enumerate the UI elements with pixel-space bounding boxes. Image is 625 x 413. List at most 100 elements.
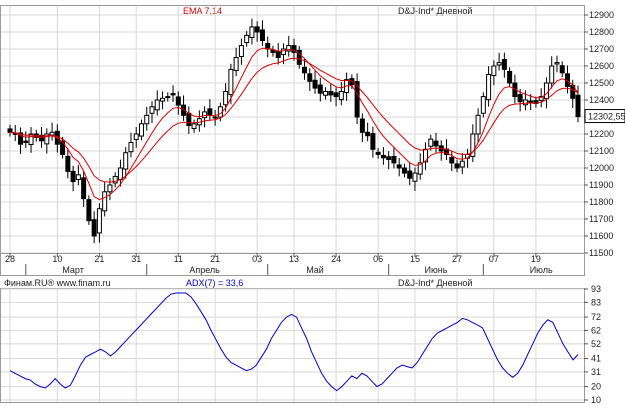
candle-body: [86, 199, 92, 222]
candle-body: [317, 84, 323, 94]
candle-body: [275, 50, 281, 59]
month-label: Апрель: [189, 265, 220, 275]
month-label: Май: [306, 265, 324, 275]
candle-body: [175, 96, 181, 106]
candle-body: [291, 45, 297, 53]
candle-body: [233, 57, 239, 71]
candle-body: [302, 66, 308, 74]
adx-tick-label: 93: [591, 284, 601, 294]
candle-body: [422, 148, 428, 163]
candle-body: [165, 96, 171, 99]
candle-body: [470, 133, 476, 157]
candle-body: [259, 29, 265, 41]
candle-body: [507, 70, 513, 84]
candle-body: [191, 123, 197, 130]
month-label: Март: [62, 265, 84, 275]
candle-body: [554, 62, 560, 65]
date-tick-label: 11: [174, 254, 183, 264]
price-tick-label: 11600: [589, 231, 613, 241]
date-tick-label: 24: [331, 254, 341, 264]
candle-body: [517, 94, 523, 103]
candle-body: [386, 156, 392, 160]
candle-body: [70, 170, 76, 183]
candle-body: [501, 59, 507, 70]
price-tick-label: 12400: [589, 95, 614, 105]
adx-plot-frame: [0, 288, 585, 403]
candle-body: [401, 167, 407, 174]
candle-body: [522, 99, 528, 106]
candle-body: [307, 73, 313, 82]
candle-body: [323, 91, 329, 96]
price-tick-label: 12600: [589, 61, 614, 71]
candle-body: [380, 154, 386, 159]
candle-body: [486, 74, 492, 101]
ema14-line: [9, 57, 579, 183]
candle-body: [491, 65, 497, 77]
price-tick-label: 11900: [589, 180, 613, 190]
candle-body: [559, 65, 565, 74]
candle-body: [354, 81, 360, 118]
candle-body: [18, 132, 24, 145]
date-tick-label: 06: [373, 254, 383, 264]
price-tick-label: 12000: [589, 163, 614, 173]
adx-tick-label: 72: [591, 312, 601, 322]
candle-body: [202, 111, 208, 119]
candle-body: [91, 219, 97, 237]
candle-body: [349, 78, 355, 86]
candle-body: [238, 45, 244, 57]
price-tick-label: 12500: [589, 78, 614, 88]
candle-body: [186, 112, 192, 127]
adx-y-axis: 10 20 31 41 52 62 72 83 93: [584, 284, 601, 405]
candle-body: [23, 140, 29, 143]
candle-body: [96, 208, 102, 234]
candle-body: [407, 170, 413, 179]
candle-body: [65, 155, 71, 172]
candle-body: [328, 91, 334, 96]
candle-body: [123, 152, 129, 170]
adx-header: [0, 276, 625, 287]
finam-label: Финам.RU® www.finam.ru: [4, 278, 111, 288]
price-tick-label: 12700: [589, 44, 614, 54]
candle-body: [223, 91, 229, 106]
candle-body: [359, 118, 365, 133]
candle-body: [375, 151, 381, 155]
ema-label: EMA 7,14: [183, 6, 222, 16]
candle-body: [244, 34, 250, 44]
candle-body: [538, 96, 544, 101]
adx-symbol-label: D&J-Ind* Дневной: [398, 278, 472, 288]
candle-body: [449, 156, 455, 164]
candle-body: [28, 133, 34, 146]
candle-body: [433, 140, 439, 147]
price-tick-label: 11700: [589, 214, 613, 224]
candle-body: [265, 43, 271, 50]
candle-body: [138, 123, 144, 137]
adx-tick-label: 41: [591, 354, 601, 364]
date-tick-label: 28: [5, 254, 15, 264]
date-tick-label: 13: [289, 254, 299, 264]
candle-body: [286, 45, 292, 52]
ema7-line: [9, 47, 579, 201]
price-tick-label: 11800: [589, 197, 613, 207]
candle-body: [7, 128, 13, 133]
adx-line: [9, 292, 579, 392]
candle-body: [107, 184, 113, 193]
adx-grid: [1, 288, 584, 402]
candle-body: [296, 49, 302, 65]
candle-body: [254, 26, 260, 33]
candle-body: [160, 97, 166, 102]
candle-body: [549, 65, 555, 84]
last-price-box: 12302,55: [584, 109, 625, 124]
candle-body: [133, 133, 139, 140]
candle-body: [181, 104, 187, 116]
price-tick-label: 12800: [589, 27, 614, 37]
date-tick-label: 19: [531, 254, 541, 264]
candle-body: [370, 133, 376, 150]
date-tick-label: 07: [489, 254, 499, 264]
adx-tick-label: 10: [591, 395, 601, 405]
date-tick-label: 10: [52, 254, 62, 264]
candle-body: [128, 142, 134, 153]
date-tick-label: 21: [210, 254, 220, 264]
candle-body: [154, 99, 160, 111]
price-y-axis: 11500 11600 11700 11800 11900 12000 12100 12200…: [584, 10, 614, 258]
